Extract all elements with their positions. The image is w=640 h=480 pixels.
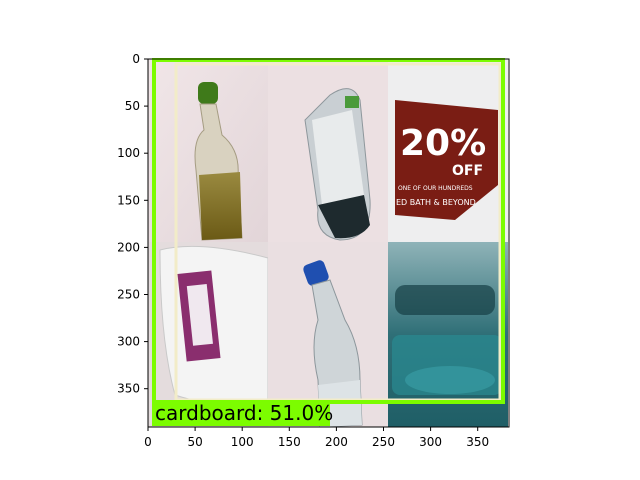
x-tick-label: 150 — [278, 435, 301, 449]
y-tick-label: 0 — [132, 52, 140, 66]
image-grid: 20% OFF ONE OF OUR HUNDREDS ED BATH & BE… — [148, 59, 508, 428]
tile-bottle-label — [268, 59, 388, 242]
x-tick-label: 50 — [187, 435, 202, 449]
detection-label: cardboard: 51.0% — [155, 401, 333, 425]
y-tick-label: 150 — [117, 193, 140, 207]
x-axis: 0 50 100 150 200 250 300 350 — [144, 427, 489, 449]
detection-label-bg — [152, 400, 330, 426]
y-tick-label: 200 — [117, 240, 140, 254]
y-axis: 0 50 100 150 200 250 300 350 — [117, 52, 148, 396]
x-tick-label: 250 — [372, 435, 395, 449]
tile-bottle-oil — [148, 59, 268, 242]
axes-frame — [147, 58, 510, 428]
x-tick-label: 0 — [144, 435, 152, 449]
coupon-percent: 20% — [400, 123, 486, 164]
y-tick-label: 300 — [117, 335, 140, 349]
y-tick-label: 350 — [117, 382, 140, 396]
x-tick-label: 300 — [419, 435, 442, 449]
coupon-fineprint: ONE OF OUR HUNDREDS — [398, 185, 473, 192]
x-tick-label: 200 — [325, 435, 348, 449]
coupon-off: OFF — [452, 163, 483, 179]
tile-teal-container — [388, 242, 508, 427]
y-tick-label: 250 — [117, 288, 140, 302]
tile-coupon: 20% OFF ONE OF OUR HUNDREDS ED BATH & BE… — [388, 59, 508, 242]
tile-jug — [148, 242, 269, 427]
x-tick-label: 100 — [231, 435, 254, 449]
y-tick-label: 100 — [117, 146, 140, 160]
coupon-fineprint-2: ED BATH & BEYOND — [396, 198, 476, 207]
x-tick-label: 350 — [466, 435, 489, 449]
y-tick-label: 50 — [125, 99, 140, 113]
